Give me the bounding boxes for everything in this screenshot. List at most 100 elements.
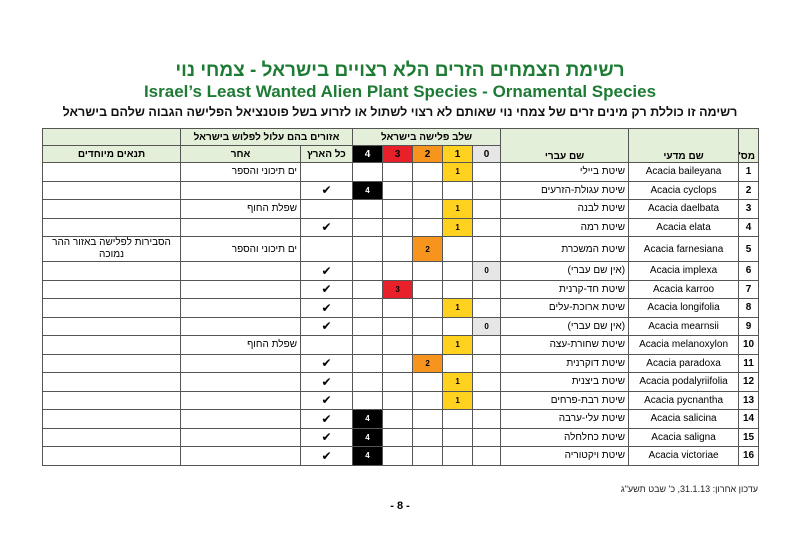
header-row: מס' שם מדעי שם עברי שלב פלישה בישראל אזו… <box>42 128 760 163</box>
stage-cell <box>472 353 502 373</box>
stage-cell <box>472 236 502 262</box>
hebrew-name: שיטת ביצנית <box>500 372 630 392</box>
stage-cell <box>472 199 502 219</box>
page-number: - 8 - <box>390 500 410 512</box>
species-row: 14 Acacia salicina שיטת עלי-ערבה 4 ✔ <box>42 409 760 429</box>
whole-country: ✔ <box>300 217 353 237</box>
stage-cell <box>382 199 414 219</box>
special-conditions <box>42 372 181 392</box>
special-conditions <box>42 409 181 429</box>
species-row: 16 Acacia victoriae שיטת ויקטוריה 4 ✔ <box>42 446 760 466</box>
stage-cell: 1 <box>442 335 474 355</box>
row-number: 11 <box>738 353 760 373</box>
stage-value: 2 <box>425 244 430 254</box>
stage-cell: 4 <box>351 409 384 429</box>
stage-header: 1 <box>442 145 474 163</box>
special-text: הסבירות לפלישה באזור ההר נמוכה <box>52 237 171 261</box>
stage-cell <box>351 298 384 318</box>
other-region <box>180 279 301 299</box>
stage-cell <box>472 217 502 237</box>
species-row: 4 Acacia elata שיטת רמה 1 ✔ <box>42 217 760 237</box>
update-note: עדכון אחרון: 31.1.13, כ' שבט תשע"ג <box>620 484 758 494</box>
scientific-name: Acacia longifolia <box>628 298 740 318</box>
region-text: שפלת החוף <box>247 339 297 351</box>
stage-cell <box>382 390 414 410</box>
stage-cell <box>351 217 384 237</box>
check-mark: ✔ <box>321 411 332 426</box>
check-mark: ✔ <box>321 393 332 408</box>
row-number: 2 <box>738 180 760 200</box>
stage-cell <box>412 261 444 281</box>
hebrew-name: שיטת ארוכת-עלים <box>500 298 630 318</box>
other-region: ים תיכוני והספר <box>180 236 301 262</box>
scientific-name: Acacia elata <box>628 217 740 237</box>
scientific-name: Acacia saligna <box>628 427 740 447</box>
stage-cell: 1 <box>442 162 474 182</box>
special-conditions <box>42 446 181 466</box>
subtitle: רשימה זו כוללת רק מינים זרים של צמחי נוי… <box>62 105 738 119</box>
hebrew-name: (אין שם עברי) <box>500 316 630 336</box>
hebrew-name: שיטת לבנה <box>500 199 630 219</box>
whole-country: ✔ <box>300 180 353 200</box>
row-number: 4 <box>738 217 760 237</box>
col-header: תנאים מיוחדים <box>42 145 181 163</box>
stage-cell <box>412 390 444 410</box>
check-mark: ✔ <box>321 220 332 235</box>
stage-cell <box>351 279 384 299</box>
special-conditions <box>42 217 181 237</box>
stage-cell <box>351 353 384 373</box>
stage-cell: 0 <box>472 261 502 281</box>
other-region <box>180 180 301 200</box>
stage-cell: 4 <box>351 427 384 447</box>
other-region <box>180 372 301 392</box>
stage-value: 1 <box>455 340 460 350</box>
stage-value: 1 <box>455 395 460 405</box>
whole-country <box>300 162 353 182</box>
row-number: 16 <box>738 446 760 466</box>
special-conditions <box>42 261 181 281</box>
row-number: 8 <box>738 298 760 318</box>
col-header: אחר <box>180 145 301 163</box>
species-row: 7 Acacia karroo שיטת חד-קרנית 3 ✔ <box>42 279 760 299</box>
stage-cell <box>472 409 502 429</box>
other-region <box>180 353 301 373</box>
col-header: מס' <box>738 128 760 163</box>
scientific-name: Acacia paradoxa <box>628 353 740 373</box>
scientific-name: Acacia salicina <box>628 409 740 429</box>
scientific-name: Acacia melanoxylon <box>628 335 740 355</box>
stage-cell <box>472 279 502 299</box>
stage-cell <box>442 446 474 466</box>
stage-cell <box>412 180 444 200</box>
check-mark: ✔ <box>321 430 332 445</box>
whole-country: ✔ <box>300 261 353 281</box>
special-conditions <box>42 180 181 200</box>
scientific-name: Acacia victoriae <box>628 446 740 466</box>
special-conditions <box>42 316 181 336</box>
stage-cell <box>472 446 502 466</box>
other-region: שפלת החוף <box>180 199 301 219</box>
stage-cell <box>351 390 384 410</box>
stage-cell <box>412 279 444 299</box>
stage-cell: 1 <box>442 372 474 392</box>
col-header: כל הארץ <box>300 145 353 163</box>
whole-country: ✔ <box>300 390 353 410</box>
whole-country <box>300 199 353 219</box>
stage-cell <box>412 335 444 355</box>
scientific-name: Acacia pycnantha <box>628 390 740 410</box>
hebrew-name: שיטת חד-קרנית <box>500 279 630 299</box>
stage-cell <box>412 446 444 466</box>
stage-value: 0 <box>484 321 489 331</box>
other-region <box>180 446 301 466</box>
stage-value: 1 <box>455 303 460 313</box>
stage-value: 1 <box>455 204 460 214</box>
whole-country: ✔ <box>300 279 353 299</box>
stage-cell <box>351 162 384 182</box>
stage-header: 2 <box>412 145 444 163</box>
other-region: שפלת החוף <box>180 335 301 355</box>
check-mark: ✔ <box>321 374 332 389</box>
species-row: 10 Acacia melanoxylon שיטת שחורת-עצה 1 שפלת … <box>42 335 760 355</box>
stage-cell <box>412 316 444 336</box>
species-row: 12 Acacia podalyriifolia שיטת ביצנית 1 ✔ <box>42 372 760 392</box>
hebrew-name: שיטת עלי-ערבה <box>500 409 630 429</box>
